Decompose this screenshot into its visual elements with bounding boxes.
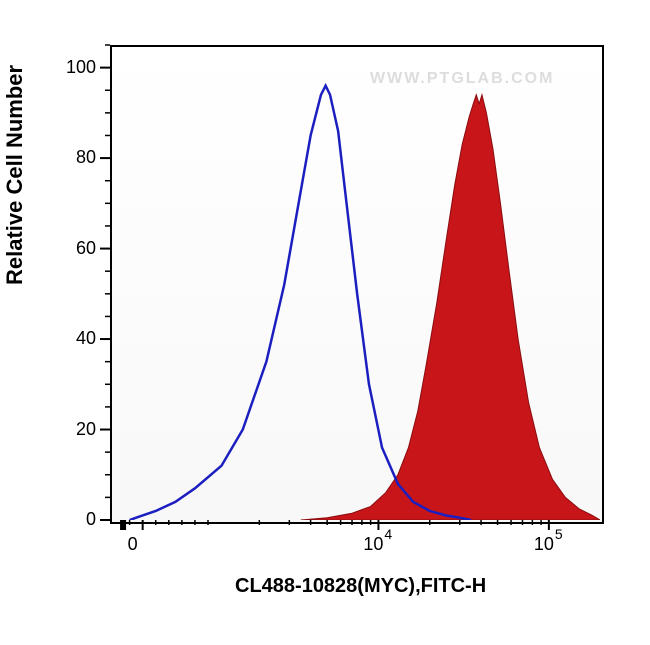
x-tick-label: 10 (534, 534, 554, 555)
y-tick-label: 100 (66, 57, 96, 78)
x-tick-label: 10 (363, 534, 383, 555)
y-tick-label: 0 (86, 509, 96, 530)
x-tick-label: 0 (128, 534, 138, 555)
chart-container: WWW.PTGLAB.COM Relative Cell Number CL48… (0, 0, 650, 645)
x-tick-exponent: 5 (555, 526, 563, 542)
x-tick-exponent: 4 (384, 526, 392, 542)
y-tick-label: 60 (76, 238, 96, 259)
series-stained (301, 95, 600, 520)
y-tick-label: 20 (76, 419, 96, 440)
y-tick-label: 40 (76, 328, 96, 349)
y-tick-label: 80 (76, 147, 96, 168)
